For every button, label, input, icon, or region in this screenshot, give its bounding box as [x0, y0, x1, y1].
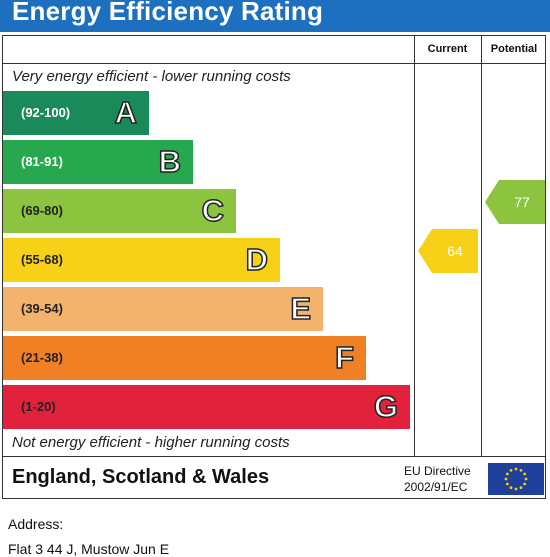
- efficient-note: Very energy efficient - lower running co…: [12, 68, 291, 85]
- band-b: (81-91) B: [3, 140, 193, 184]
- eu-star: [505, 482, 509, 486]
- eu-star: [509, 486, 513, 490]
- current-column-header: Current: [427, 43, 468, 55]
- band-g: (1-20) G: [3, 385, 410, 429]
- eu-star: [519, 468, 523, 472]
- footer-row-divider: [2, 456, 546, 457]
- header-row-divider: [2, 63, 546, 64]
- potential-rating-arrow: 77: [485, 180, 545, 224]
- eu-star: [524, 477, 528, 481]
- band-range: (81-91): [21, 154, 63, 169]
- current-rating-arrow: 64: [418, 229, 478, 273]
- band-a: (92-100) A: [3, 91, 149, 135]
- current-arrow-shape: [418, 229, 478, 273]
- eu-star: [509, 468, 513, 472]
- band-range: (69-80): [21, 203, 63, 218]
- eu-star: [523, 482, 527, 486]
- band-range: (55-68): [21, 252, 63, 267]
- address-label: Address:: [8, 516, 64, 532]
- current-rating-value: 64: [447, 243, 463, 259]
- page-title: Energy Efficiency Rating: [12, 0, 324, 26]
- band-letter: C: [201, 192, 225, 229]
- band-letter: G: [373, 388, 399, 425]
- address-line: Flat 3 44 J, Mustow Jun E: [8, 541, 170, 557]
- band-letter: E: [290, 290, 312, 327]
- country-label: England, Scotland & Wales: [12, 466, 270, 488]
- eu-star: [514, 467, 518, 471]
- band-range: (1-20): [21, 399, 56, 414]
- potential-column-header: Potential: [490, 43, 538, 55]
- potential-arrow-shape: [485, 180, 545, 224]
- potential-rating-value: 77: [514, 194, 530, 210]
- band-letter: A: [114, 94, 138, 131]
- eu-directive: EU Directive 2002/91/EC: [404, 463, 471, 495]
- eu-star: [519, 486, 523, 490]
- rating-frame: [2, 35, 546, 499]
- potential-column-divider: [481, 35, 482, 456]
- band-letter: D: [245, 241, 269, 278]
- eu-star: [514, 487, 518, 491]
- eu-star: [505, 472, 509, 476]
- band-d: (55-68) D: [3, 238, 280, 282]
- eu-star: [504, 477, 508, 481]
- eu-flag-icon: [488, 463, 544, 495]
- band-letter: B: [158, 143, 182, 180]
- band-e: (39-54) E: [3, 287, 323, 331]
- band-f: (21-38) F: [3, 336, 366, 380]
- band-range: (21-38): [21, 350, 63, 365]
- inefficient-note: Not energy efficient - higher running co…: [12, 434, 290, 451]
- header-bar: Energy Efficiency Rating: [0, 0, 550, 32]
- current-column-divider: [414, 35, 415, 456]
- eu-star: [523, 472, 527, 476]
- band-range: (39-54): [21, 301, 63, 316]
- eu-directive-line1: EU Directive: [404, 464, 471, 478]
- eu-directive-line2: 2002/91/EC: [404, 480, 468, 494]
- band-letter: F: [334, 339, 354, 376]
- band-range: (92-100): [21, 105, 71, 120]
- band-c: (69-80) C: [3, 189, 236, 233]
